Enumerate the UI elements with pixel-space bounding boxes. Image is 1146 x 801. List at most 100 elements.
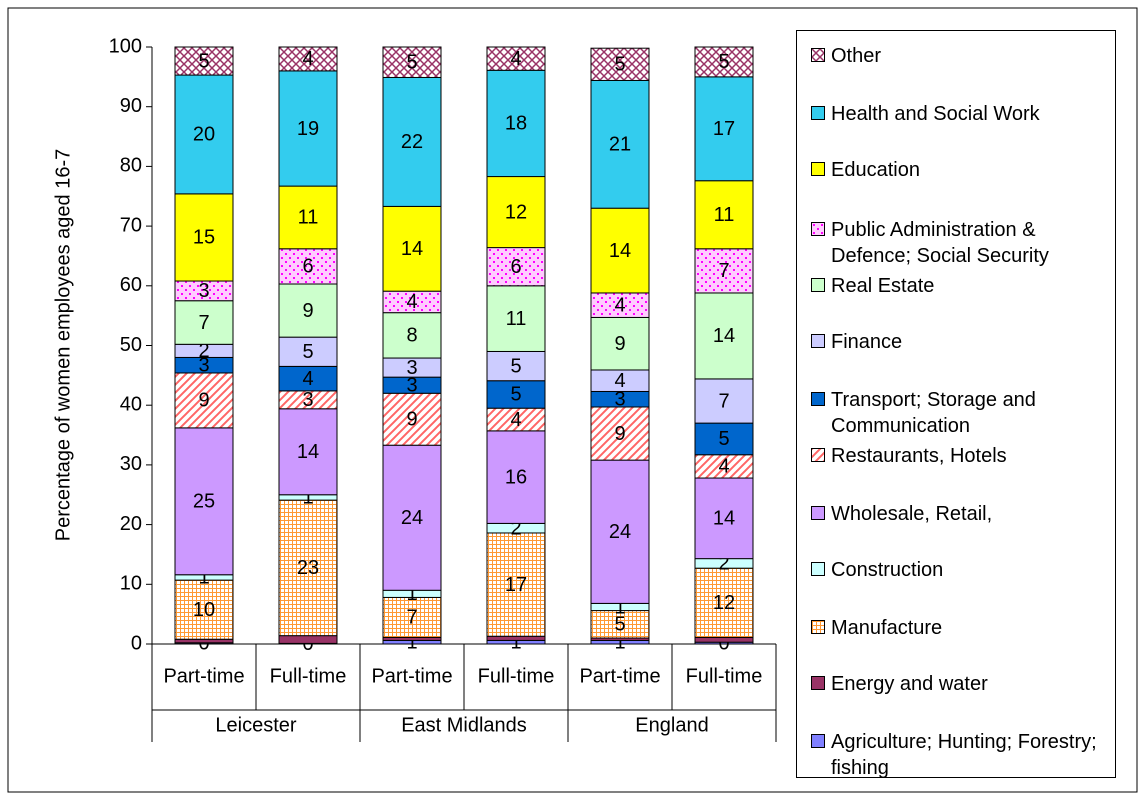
data-label: 4 [406,291,417,313]
bar-segment [590,47,650,81]
bar-segment [382,312,442,359]
data-label: 18 [505,113,527,135]
data-label: 17 [713,118,735,140]
legend-swatch [811,620,825,634]
bar-segment [174,74,234,195]
y-tick-label: 10 [120,573,142,595]
bar-segment [486,176,546,249]
bar-segment [278,635,338,644]
data-label: 14 [713,325,735,347]
x-tick-label: Part-time [371,665,452,687]
bar-segment [486,247,546,287]
legend-swatch [811,734,825,748]
legend-swatch-fill [812,393,824,405]
legend-swatch [811,392,825,406]
bar-segment [486,350,546,382]
bar-segment [694,248,754,294]
legend-swatch-fill [812,735,824,747]
data-label: 0 [302,633,313,655]
data-label: 1 [510,631,521,653]
bar-segment [278,365,338,392]
legend-swatch [811,106,825,120]
x-tick-label: Full-time [478,665,555,687]
legend-swatch [811,562,825,576]
data-label: 5 [302,341,313,363]
x-tick-label: Full-time [270,665,347,687]
bar-segment [174,579,234,640]
data-label: 7 [198,312,209,334]
data-label: 6 [302,256,313,278]
legend-label: Other [831,45,882,67]
legend-label: Transport; Storage and Communication [831,389,1036,437]
data-label: 3 [302,389,313,411]
legend-label: Education [831,159,920,181]
data-label: 1 [614,631,625,653]
legend-item: Transport; Storage and Communication [811,387,1101,439]
legend-item: Education [811,157,1101,183]
bar-segment [382,46,442,78]
data-label: 1 [614,596,625,618]
legend-item: Other [811,43,1101,69]
legend-item: Agriculture; Hunting; Forestry; fishing [811,729,1101,781]
x-tick-label: Full-time [686,665,763,687]
legend-swatch [811,162,825,176]
data-label: 4 [614,370,625,392]
data-label: 9 [406,409,417,431]
data-label: 14 [713,508,735,530]
x-tick-label: Part-time [163,665,244,687]
bar-segment [694,46,754,78]
data-label: 4 [302,48,313,70]
y-tick-label: 50 [120,334,142,356]
legend-label: Public Administration & Defence; Social … [831,219,1049,267]
data-label: 24 [401,507,423,529]
legend-swatch [811,48,825,62]
data-label: 21 [609,134,631,156]
legend-swatch-fill [812,279,824,291]
data-label: 4 [510,409,521,431]
data-label: 3 [198,354,209,376]
data-label: 14 [609,240,631,262]
chart-border [7,7,1138,793]
legend-label: Health and Social Work [831,103,1040,125]
y-tick-label: 40 [120,393,142,415]
data-label: 5 [614,54,625,76]
data-label: 14 [401,238,423,260]
y-tick-label: 70 [120,214,142,236]
y-axis-title: Percentage of women employees aged 16-7 [52,149,74,541]
bar-segment [278,408,338,496]
y-tick-label: 0 [131,632,142,654]
bar-segment [486,380,546,409]
legend-swatch-fill [812,621,824,633]
legend-label: Agriculture; Hunting; Forestry; fishing [831,731,1097,779]
data-label: 5 [718,51,729,73]
bar-segment [590,406,650,461]
data-label: 7 [406,607,417,629]
x-tick-label: Part-time [579,665,660,687]
bar-segment [382,596,442,638]
bar-segment [590,207,650,294]
bar-segment [486,635,546,641]
data-label: 4 [302,368,313,390]
data-label: 12 [713,592,735,614]
data-label: 4 [614,294,625,316]
bar-segment [486,69,546,178]
legend-item: Construction [811,557,1101,583]
data-label: 9 [614,333,625,355]
legend-item: Wholesale, Retail, [811,501,1101,527]
bar-segment [382,76,442,207]
data-label: 12 [505,201,527,223]
data-label: 1 [406,631,417,653]
data-label: 2 [718,553,729,575]
bar-segment [694,180,754,250]
bar-segment [278,283,338,338]
data-label: 11 [506,308,527,330]
legend-swatch-fill [812,507,824,519]
data-label: 23 [297,557,319,579]
data-label: 7 [718,390,729,412]
data-label: 1 [406,583,417,605]
data-label: 2 [198,340,209,362]
data-label: 5 [406,52,417,74]
x-group-label: Leicester [215,714,296,736]
data-label: 24 [609,521,631,543]
bar-segment [694,76,754,182]
